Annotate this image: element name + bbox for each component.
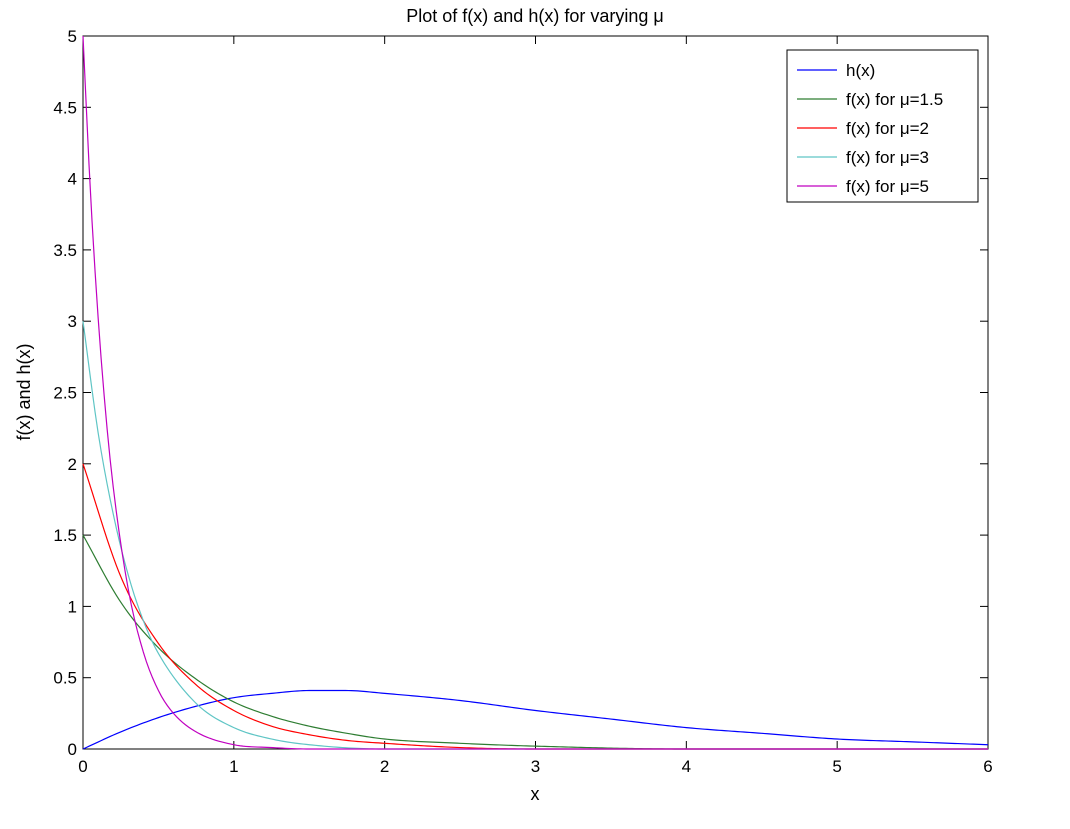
y-tick-label: 3.5 bbox=[53, 241, 77, 260]
legend-label: h(x) bbox=[846, 61, 875, 80]
y-tick-label: 5 bbox=[68, 27, 77, 46]
legend-label: f(x) for μ=1.5 bbox=[846, 90, 943, 109]
y-axis: 0 0.5 1 1.5 2 2.5 3 3.5 4 4.5 5 bbox=[53, 27, 988, 759]
series-line-1 bbox=[82, 534, 988, 750]
x-tick-label: 6 bbox=[983, 757, 992, 776]
x-tick-label: 5 bbox=[832, 757, 841, 776]
y-tick-label: 4 bbox=[68, 170, 77, 189]
legend-label: f(x) for μ=2 bbox=[846, 119, 929, 138]
series-line-2 bbox=[82, 463, 988, 750]
x-tick-label: 2 bbox=[380, 757, 389, 776]
series-line-0 bbox=[82, 689, 989, 750]
series-line-3 bbox=[82, 321, 988, 750]
y-tick-label: 3 bbox=[68, 312, 77, 331]
series-line-4 bbox=[82, 35, 988, 750]
y-tick-label: 0.5 bbox=[53, 669, 77, 688]
y-tick-label: 0 bbox=[68, 740, 77, 759]
y-tick-label: 4.5 bbox=[53, 98, 77, 117]
y-axis-label: f(x) and h(x) bbox=[14, 343, 34, 440]
legend-label: f(x) for μ=3 bbox=[846, 148, 929, 167]
y-tick-label: 1 bbox=[68, 597, 77, 616]
x-tick-label: 0 bbox=[78, 757, 87, 776]
x-tick-label: 1 bbox=[229, 757, 238, 776]
x-tick-label: 3 bbox=[531, 757, 540, 776]
y-tick-label: 2.5 bbox=[53, 384, 77, 403]
series-group bbox=[82, 35, 989, 750]
y-tick-label: 2 bbox=[68, 455, 77, 474]
legend-box bbox=[786, 49, 979, 203]
x-tick-label: 4 bbox=[682, 757, 691, 776]
x-axis: 0 1 2 3 4 5 6 bbox=[78, 36, 993, 776]
x-axis-label: x bbox=[531, 784, 540, 804]
y-tick-label: 1.5 bbox=[53, 526, 77, 545]
chart-title: Plot of f(x) and h(x) for varying μ bbox=[406, 6, 663, 26]
legend: h(x) f(x) for μ=1.5 f(x) for μ=2 f(x) for μ… bbox=[786, 49, 979, 203]
legend-label: f(x) for μ=5 bbox=[846, 177, 929, 196]
